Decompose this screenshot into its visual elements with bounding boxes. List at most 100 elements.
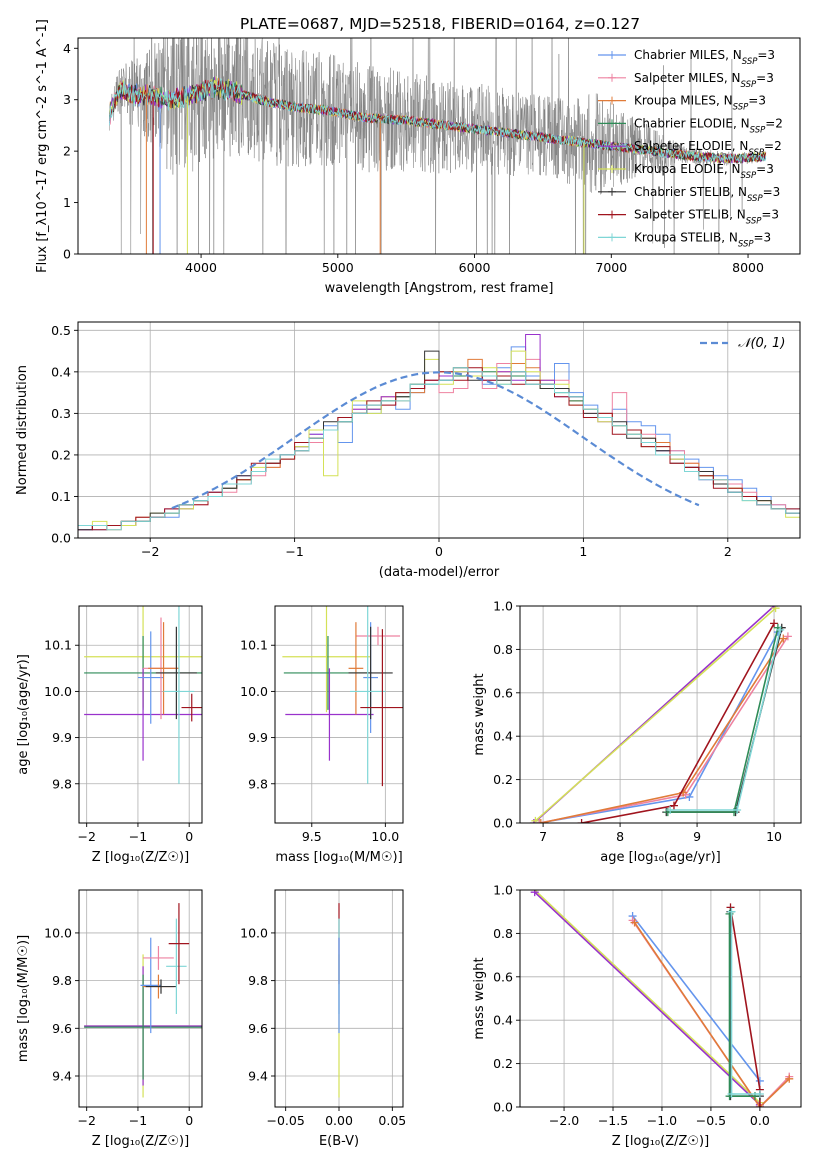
y-tick-label: 9.8 [52, 973, 72, 988]
weight-line [539, 631, 779, 823]
plot-area [520, 606, 801, 823]
weight-marker [666, 805, 675, 814]
y-tick-label: 0.8 [493, 642, 513, 657]
weight-marker [530, 890, 539, 897]
legend-label: Kroupa STELIB, NSSP=3 [634, 230, 771, 249]
x-tick-label: 8000 [732, 260, 764, 275]
x-tick-label: 0.05 [378, 1113, 406, 1128]
x-tick-label: −2 [141, 544, 159, 559]
weight-line [534, 607, 777, 822]
model-line [109, 79, 767, 164]
weight-marker [755, 1076, 764, 1085]
y-tick-label: 10.1 [240, 638, 268, 653]
x-tick-label: 8 [616, 829, 624, 844]
legend-label-subscript: SSP [741, 171, 757, 181]
x-axis-label: wavelength [Angstrom, rest frame] [325, 281, 554, 296]
legend-label-nssp: =3 [761, 208, 779, 222]
axes-frame [77, 37, 801, 255]
panel-residuals: 𝒩(0, 1) −2 −1 0 1 2 0.0 0.1 0.2 0.3 0.4 0.5 (data-mo… [15, 321, 801, 580]
y-tick-label: 9.8 [248, 776, 268, 791]
histogram-step [78, 346, 800, 531]
weight-line [729, 907, 761, 1107]
panel-spectrum: 4000 5000 6000 7000 8000 0 1 2 3 4 wavelength [Ang… [35, 19, 801, 296]
legend-label-normal: 𝒩(0, 1) [738, 336, 785, 351]
legend-label-subscript: SSP [747, 194, 763, 204]
y-tick-label: 9.8 [248, 973, 268, 988]
axes-frame [519, 889, 802, 1108]
weight-marker [669, 801, 678, 810]
histogram-step [78, 367, 800, 531]
y-tick-label: 2 [63, 144, 71, 159]
y-tick-label: 0.2 [493, 772, 513, 787]
weight-line [534, 891, 761, 1106]
x-tick-label: −2 [77, 829, 95, 844]
x-axis-label: Z [log₁₀(Z/Z☉)] [612, 1134, 709, 1149]
x-tick-label: −1.0 [647, 1113, 677, 1128]
y-tick-label: 9.6 [52, 1021, 72, 1036]
plot-area [109, 38, 767, 254]
y-tick-label: 1 [63, 195, 71, 210]
weight-marker [776, 625, 785, 634]
legend-label-nssp: =3 [763, 185, 781, 199]
plot-area [79, 890, 202, 1107]
legend-label-subscript: SSP [750, 125, 766, 135]
y-tick-label: 10.0 [240, 684, 268, 699]
y-tick-label: 0.6 [493, 969, 513, 984]
x-tick-label: 4000 [185, 260, 217, 275]
y-axis-label: mass [log₁₀(M/M☉)] [16, 935, 31, 1062]
y-tick-label: 0.5 [51, 323, 71, 338]
legend-label: Chabrier ELODIE, NSSP=2 [634, 116, 783, 135]
y-tick-label: 0.0 [51, 531, 71, 546]
x-tick-label: 0 [185, 829, 193, 844]
legend-label-nssp: =3 [748, 94, 766, 108]
legend-label-subscript: SSP [741, 80, 757, 90]
weight-marker [783, 632, 792, 641]
y-axis-label: Flux [f_λ10^-17 erg cm^-2 s^-1 A^-1] [35, 19, 50, 273]
weight-marker [779, 634, 788, 643]
y-axis-label: Normed distribution [15, 365, 30, 495]
legend-marker [608, 210, 616, 219]
weight-line [539, 635, 789, 823]
y-tick-label: 1.0 [493, 883, 513, 898]
legend-marker [608, 142, 616, 151]
y-tick-label: 0.0 [493, 1100, 513, 1115]
legend-label: Salpeter STELIB, NSSP=3 [634, 208, 779, 227]
legend-marker [608, 165, 616, 173]
weight-marker [771, 606, 780, 613]
y-tick-label: 0.4 [493, 729, 513, 744]
x-tick-label: 0 [185, 1113, 193, 1128]
x-tick-label: −1 [285, 544, 303, 559]
x-tick-label: 2 [724, 544, 732, 559]
y-tick-label: 0.1 [51, 489, 71, 504]
legend-label-subscript: SSP [748, 148, 764, 158]
panel-age-vs-mass: 9.5 10.0 9.8 9.9 10.0 10.1 mass [log₁₀(M/M☉)] [240, 605, 404, 865]
x-tick-label: 5000 [322, 260, 354, 275]
model-line [109, 79, 767, 164]
legend-label-subscript: SSP [742, 57, 758, 67]
legend-label: Kroupa MILES, NSSP=3 [634, 94, 766, 113]
x-tick-label: −2.0 [549, 1113, 579, 1128]
y-tick-label: 10.0 [240, 925, 268, 940]
legend-label-nssp: =3 [757, 48, 775, 62]
legend-label-nssp: =3 [756, 162, 774, 176]
axes-frame [78, 605, 203, 824]
x-tick-label: 7 [539, 829, 547, 844]
y-tick-label: 0.8 [493, 926, 513, 941]
weight-marker [733, 805, 742, 814]
legend-marker [608, 119, 616, 128]
y-tick-label: 0.2 [51, 447, 71, 462]
histogram-step [78, 358, 800, 531]
y-tick-label: 3 [63, 92, 71, 107]
x-tick-label: −1 [129, 1113, 147, 1128]
weight-line [540, 638, 784, 823]
x-axis-label: mass [log₁₀(M/M☉)] [275, 850, 402, 865]
axes-frame [274, 605, 404, 824]
y-tick-label: 0.4 [51, 364, 71, 379]
y-tick-label: 9.4 [52, 1069, 72, 1084]
y-tick-label: 4 [63, 41, 71, 56]
y-tick-label: 0.6 [493, 685, 513, 700]
weight-marker [577, 819, 586, 823]
y-tick-label: 0.0 [493, 816, 513, 831]
y-tick-label: 1.0 [493, 599, 513, 614]
